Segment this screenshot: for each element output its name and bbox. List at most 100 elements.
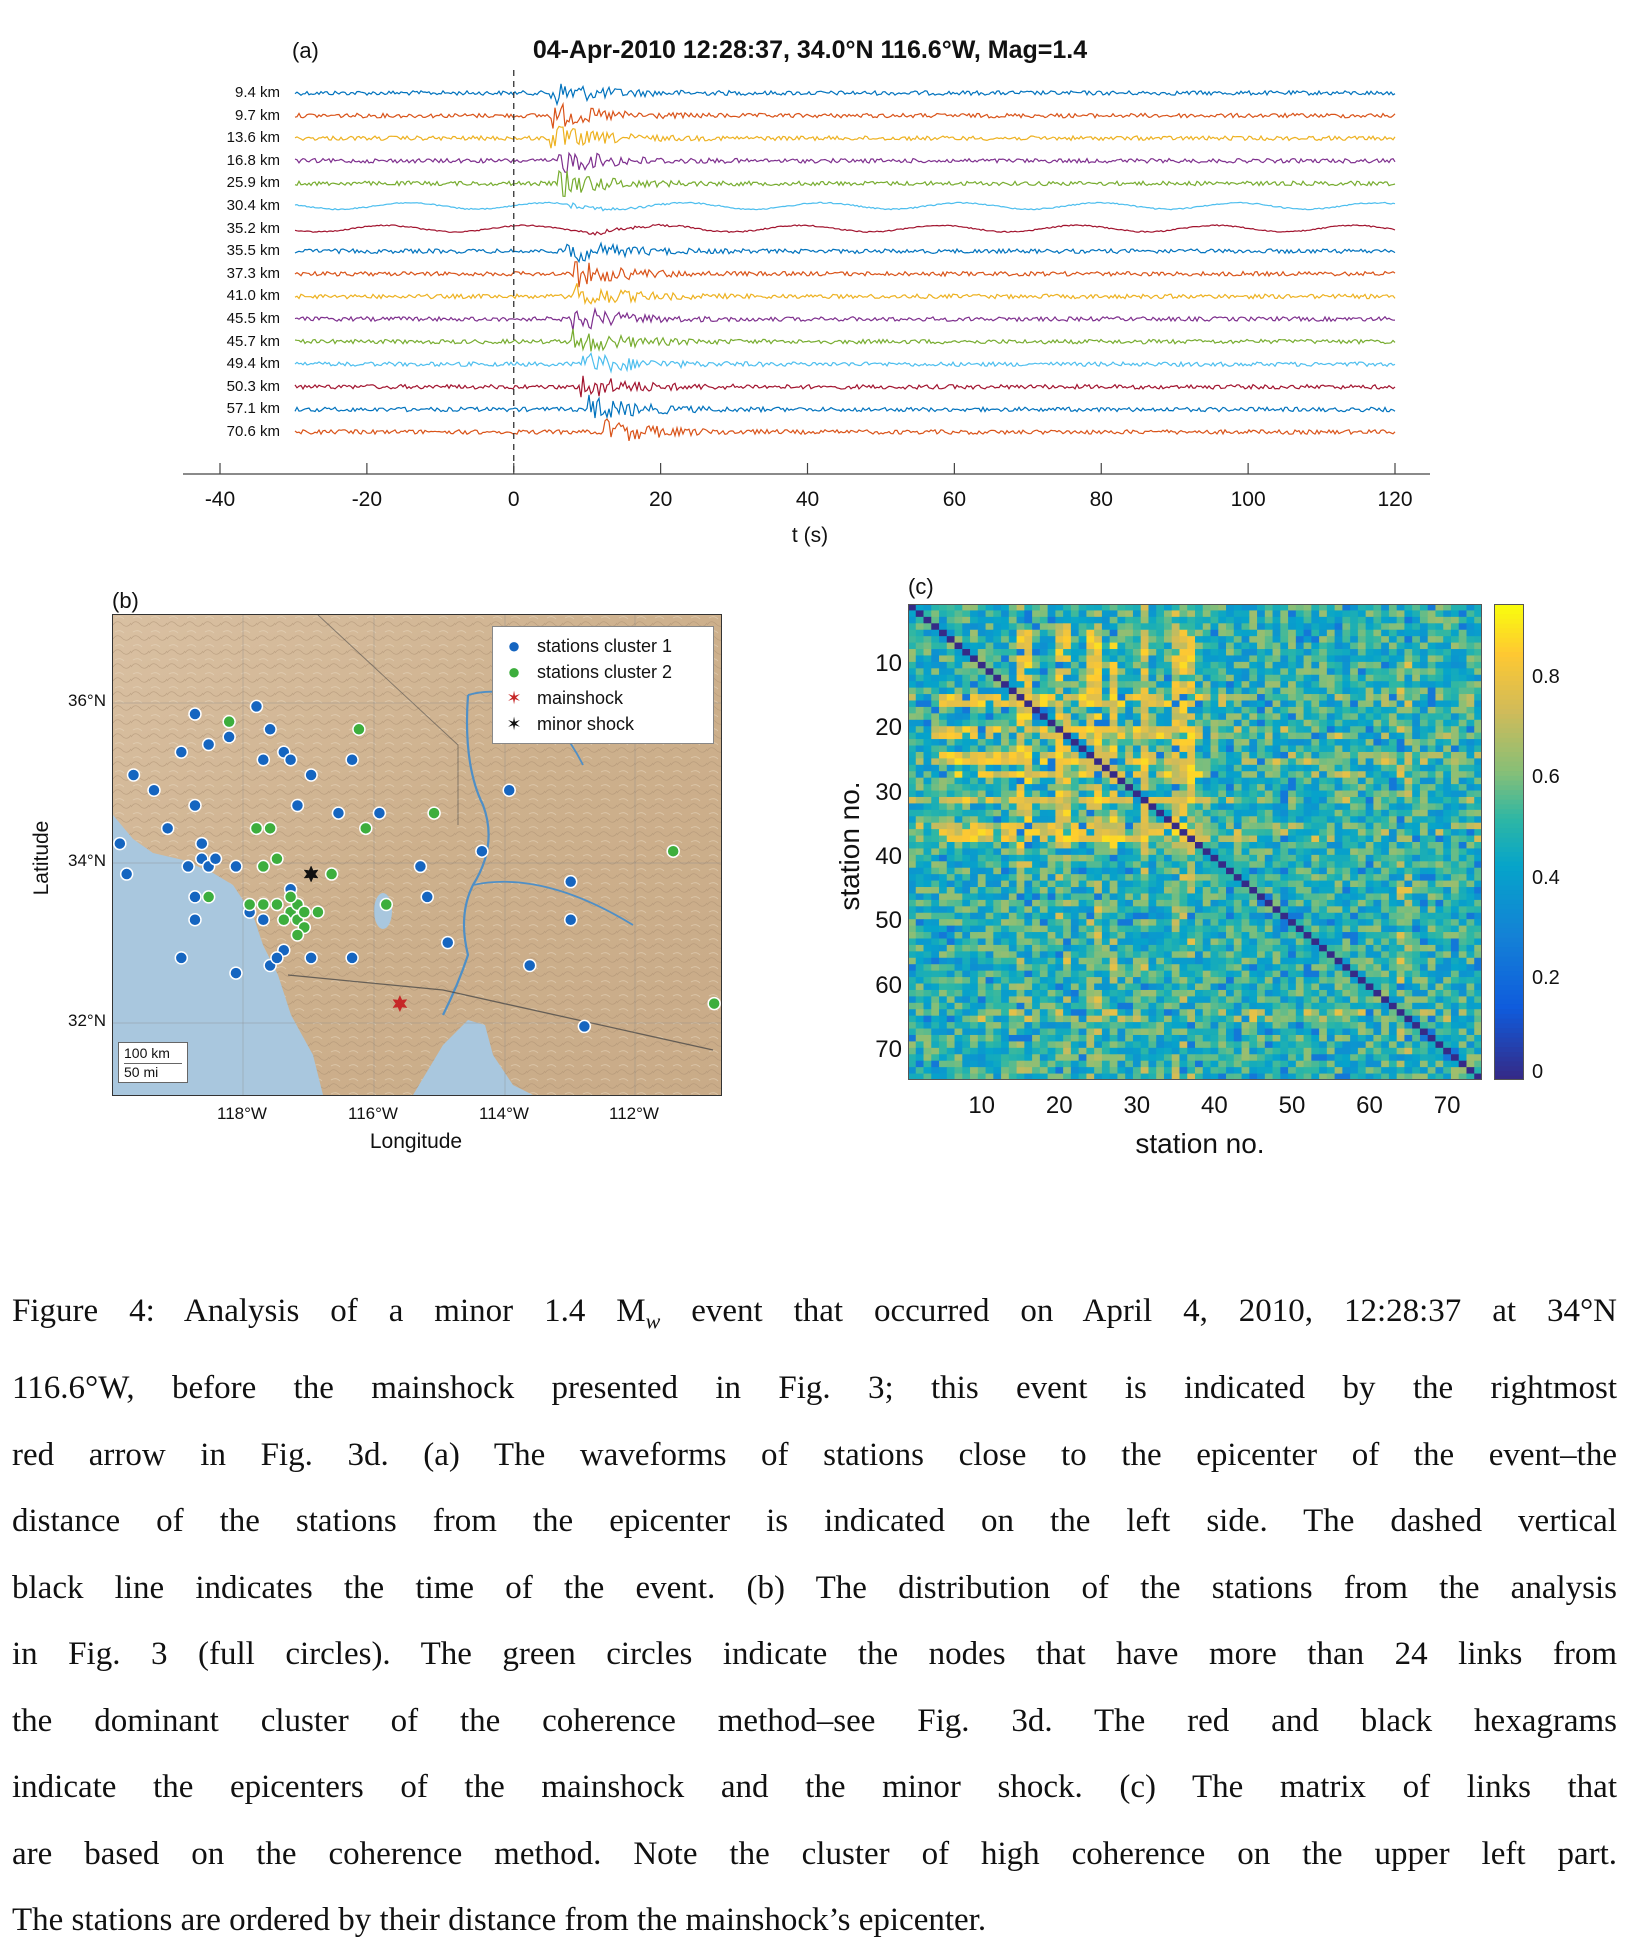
matrix-cell: [970, 823, 978, 830]
matrix-cell: [1125, 675, 1133, 682]
matrix-cell: [1280, 623, 1288, 630]
matrix-cell: [1459, 649, 1467, 656]
matrix-cell: [1435, 681, 1443, 688]
matrix-cell: [1048, 752, 1056, 759]
matrix-cell: [1389, 829, 1397, 836]
matrix-cell: [1017, 713, 1025, 720]
matrix-cell: [1288, 707, 1296, 714]
matrix-cell: [908, 1016, 916, 1023]
matrix-cell: [1451, 996, 1459, 1003]
matrix-cell: [1466, 958, 1474, 965]
matrix-cell: [1435, 855, 1443, 862]
matrix-cell: [978, 739, 986, 746]
matrix-cell: [916, 765, 924, 772]
matrix-cell: [1172, 604, 1180, 611]
matrix-cell: [1032, 938, 1040, 945]
matrix-cell: [1203, 861, 1211, 868]
matrix-cell: [1280, 984, 1288, 991]
matrix-cell: [1335, 893, 1343, 900]
matrix-cell: [962, 984, 970, 991]
matrix-cell: [1133, 932, 1141, 939]
matrix-cell: [1381, 848, 1389, 855]
matrix-cell: [1024, 655, 1032, 662]
matrix-cell: [1079, 707, 1087, 714]
matrix-cell: [1203, 913, 1211, 920]
matrix-cell: [1094, 868, 1102, 875]
matrix-cell: [1474, 945, 1482, 952]
matrix-cell: [1156, 855, 1164, 862]
matrix-cell: [1179, 836, 1187, 843]
matrix-cell: [1055, 951, 1063, 958]
matrix-cell: [1474, 778, 1482, 785]
matrix-cell: [1226, 823, 1234, 830]
matrix-cell: [1304, 630, 1312, 637]
matrix-cell: [1203, 746, 1211, 753]
matrix-cell: [986, 1003, 994, 1010]
matrix-cell: [1420, 868, 1428, 875]
matrix-cell: [1451, 655, 1459, 662]
matrix-cell: [1102, 836, 1110, 843]
matrix-cell: [1296, 906, 1304, 913]
matrix-cell: [1063, 643, 1071, 650]
matrix-cell: [1404, 874, 1412, 881]
matrix-cell: [1304, 649, 1312, 656]
matrix-cell: [1335, 868, 1343, 875]
matrix-cell: [1435, 662, 1443, 669]
matrix-cell: [1474, 610, 1482, 617]
matrix-cell: [1474, 707, 1482, 714]
matrix-cell: [1443, 739, 1451, 746]
matrix-cell: [1211, 700, 1219, 707]
matrix-cell: [1257, 688, 1265, 695]
matrix-cell: [1086, 746, 1094, 753]
matrix-cell: [1172, 739, 1180, 746]
matrix-cell: [1117, 700, 1125, 707]
matrix-cell: [1125, 733, 1133, 740]
matrix-cell: [1474, 893, 1482, 900]
matrix-cell: [1466, 990, 1474, 997]
matrix-cell: [1218, 977, 1226, 984]
matrix-cell: [1117, 655, 1125, 662]
matrix-cell: [1040, 681, 1048, 688]
matrix-cell: [1257, 784, 1265, 791]
matrix-cell: [1001, 623, 1009, 630]
matrix-cell: [1079, 874, 1087, 881]
matrix-cell: [1397, 881, 1405, 888]
matrix-cell: [1102, 784, 1110, 791]
matrix-cell: [1373, 938, 1381, 945]
matrix-cell: [1381, 604, 1389, 611]
matrix-cell: [1079, 746, 1087, 753]
matrix-cell: [1040, 694, 1048, 701]
matrix-cell: [1435, 655, 1443, 662]
matrix-cell: [1203, 765, 1211, 772]
matrix-cell: [1187, 964, 1195, 971]
matrix-cell: [931, 778, 939, 785]
matrix-cell: [1342, 932, 1350, 939]
matrix-cell: [1435, 630, 1443, 637]
matrix-cell: [1156, 926, 1164, 933]
matrix-cell: [1373, 771, 1381, 778]
matrix-cell: [1195, 868, 1203, 875]
matrix-cell: [1187, 694, 1195, 701]
matrix-cell: [1055, 733, 1063, 740]
matrix-cell: [1249, 771, 1257, 778]
matrix-cell: [924, 881, 932, 888]
matrix-cell: [1404, 604, 1412, 611]
matrix-cell: [1133, 688, 1141, 695]
matrix-cell: [1381, 720, 1389, 727]
matrix-cell: [1117, 720, 1125, 727]
matrix-cell: [1404, 919, 1412, 926]
matrix-cell: [1358, 874, 1366, 881]
matrix-cell: [1304, 803, 1312, 810]
matrix-cell: [1311, 1009, 1319, 1016]
matrix-cell: [1280, 662, 1288, 669]
matrix-cell: [931, 733, 939, 740]
matrix-cell: [1366, 996, 1374, 1003]
matrix-cell: [1342, 971, 1350, 978]
matrix-cell: [1055, 610, 1063, 617]
matrix-cell: [1296, 643, 1304, 650]
matrix-cell: [1335, 881, 1343, 888]
matrix-cell: [1211, 1009, 1219, 1016]
matrix-cell: [1273, 945, 1281, 952]
matrix-cell: [1102, 778, 1110, 785]
matrix-cell: [1373, 649, 1381, 656]
